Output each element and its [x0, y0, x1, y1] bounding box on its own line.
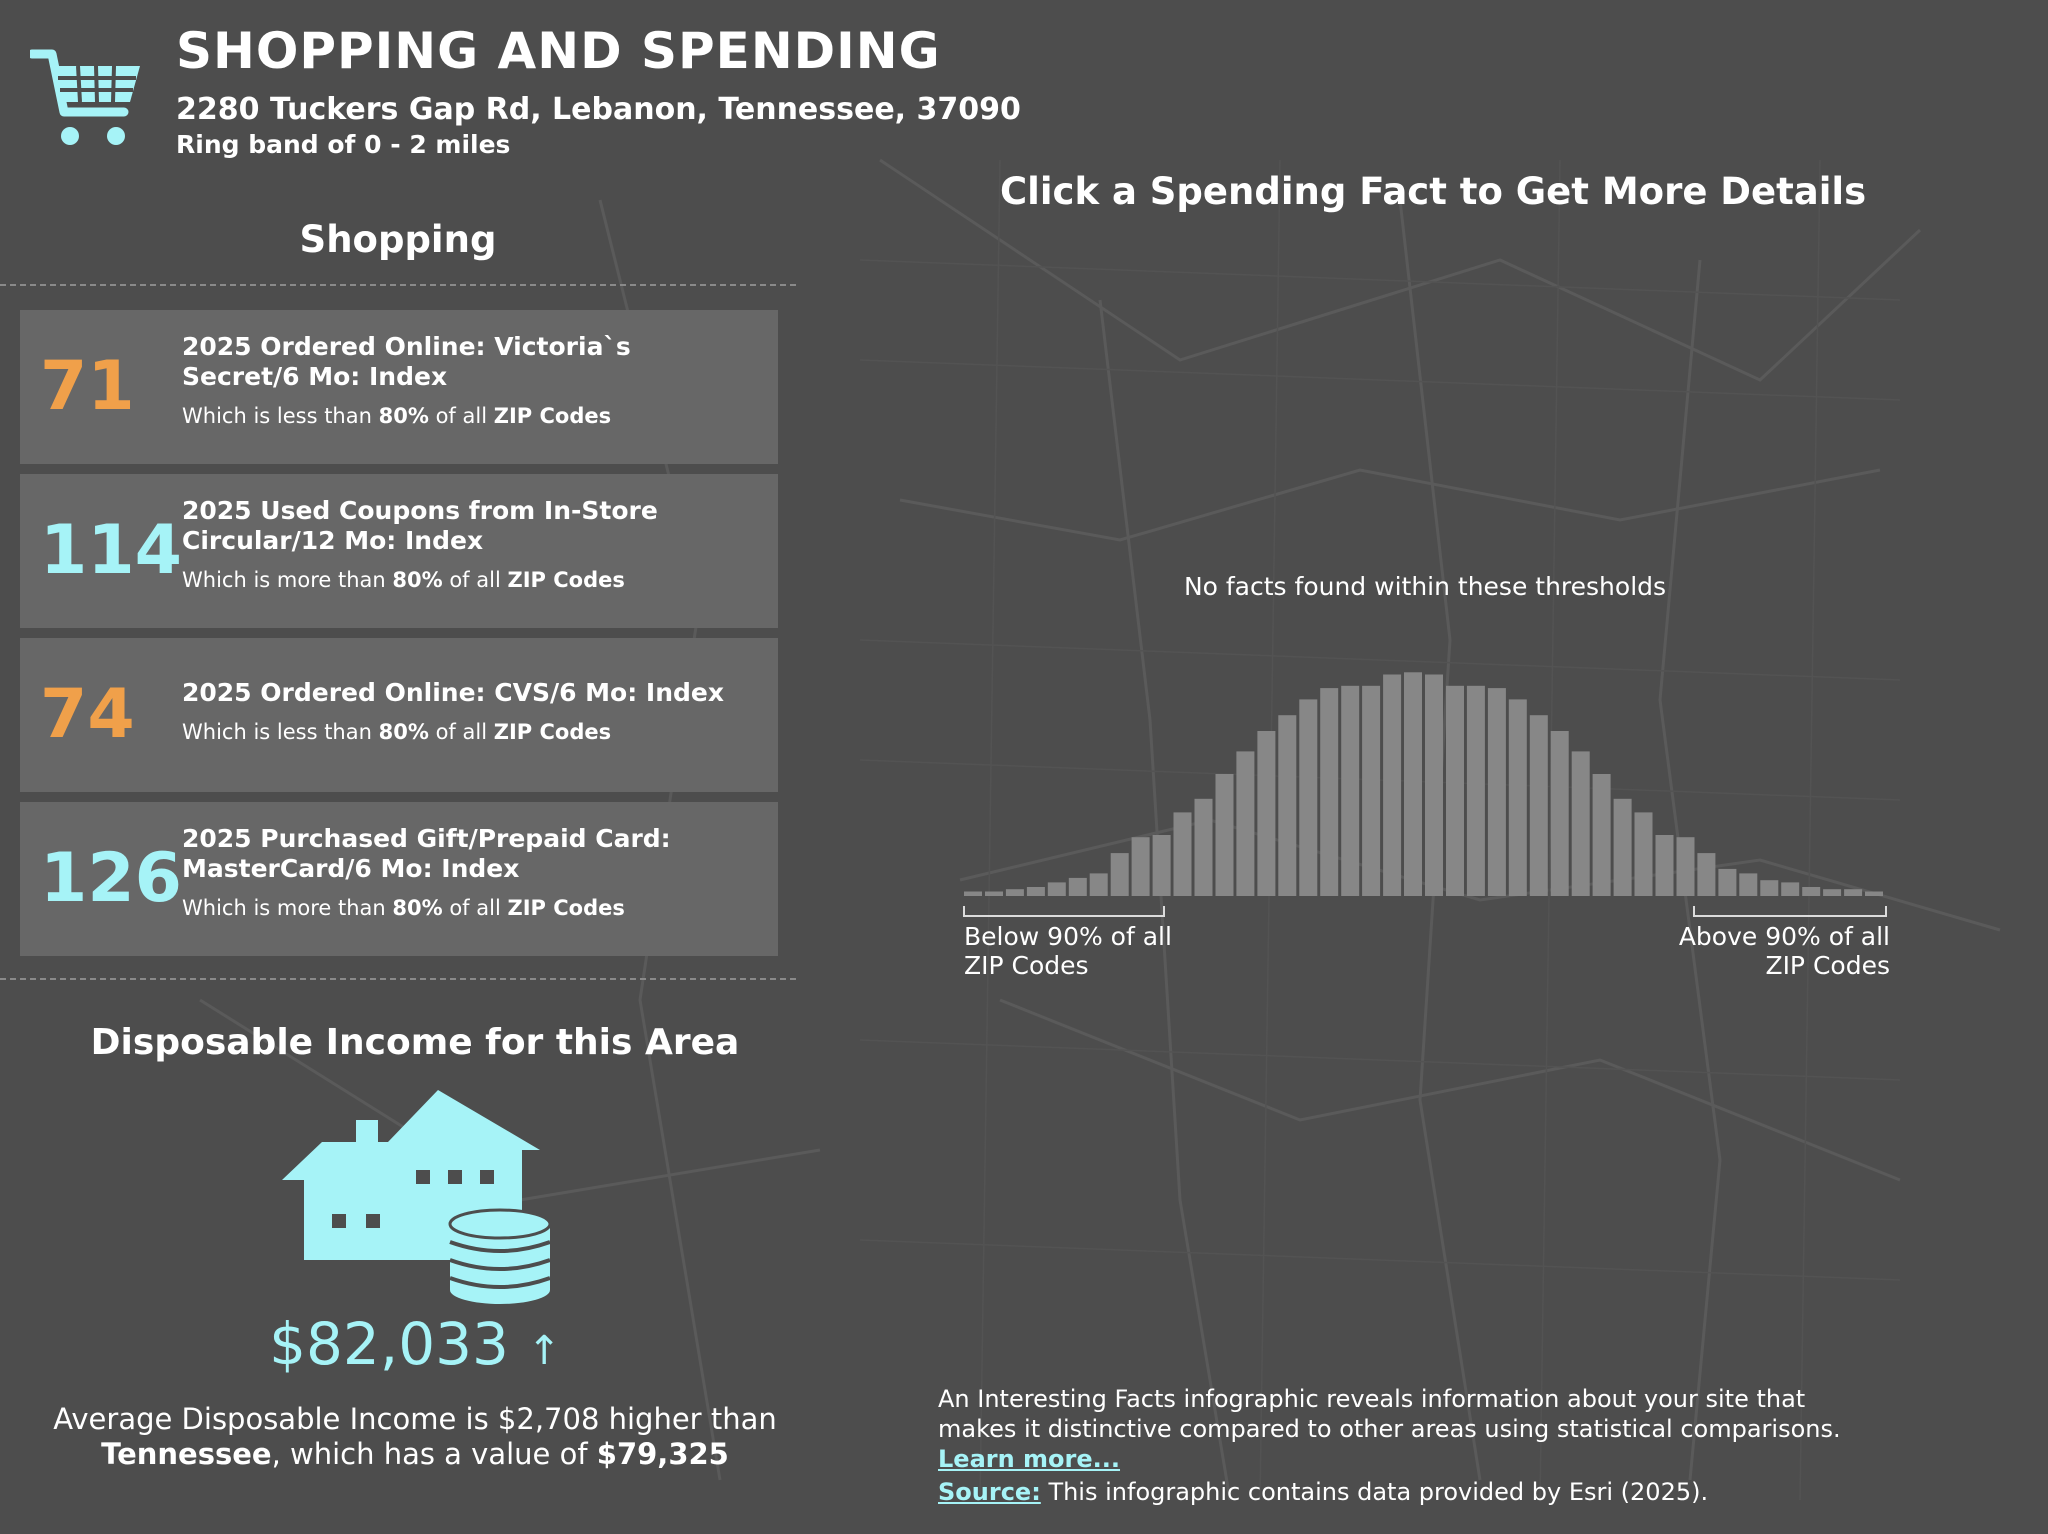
histogram-bar	[1278, 715, 1297, 896]
fact-value: 74	[40, 675, 135, 754]
fact-title: 2025 Ordered Online: CVS/6 Mo: Index	[182, 678, 725, 707]
fact-card[interactable]: 74 2025 Ordered Online: CVS/6 Mo: Index …	[20, 638, 778, 792]
histogram-bar	[1068, 877, 1087, 896]
histogram-bar	[964, 891, 982, 896]
fact-comparison: Which is more than 80% of all ZIP Codes	[182, 896, 625, 920]
histogram-bar	[1697, 853, 1716, 896]
histogram-bar	[1613, 798, 1632, 896]
up-arrow-icon: ↑	[527, 1328, 561, 1374]
above-threshold-label: Above 90% of all ZIP Codes	[1678, 922, 1890, 980]
fact-comparison: Which is more than 80% of all ZIP Codes	[182, 568, 625, 592]
histogram-bar	[1383, 674, 1402, 896]
threshold-bracket	[963, 906, 1165, 917]
histogram-bar	[1131, 837, 1150, 896]
histogram-bar	[1236, 751, 1255, 896]
histogram-bar	[1865, 891, 1883, 896]
histogram-bar	[1760, 880, 1779, 896]
histogram-bar	[1425, 674, 1443, 896]
fact-value: 71	[40, 347, 135, 426]
histogram-bar	[1194, 798, 1213, 896]
learn-more-link[interactable]: Learn more...	[938, 1445, 1121, 1473]
infographic-description: An Interesting Facts infographic reveals…	[938, 1385, 1841, 1473]
fact-value: 126	[40, 839, 182, 918]
histogram-bar	[1592, 774, 1611, 896]
histogram-bar	[1550, 731, 1569, 896]
site-address: 2280 Tuckers Gap Rd, Lebanon, Tennessee,…	[176, 92, 1021, 127]
fact-title: 2025 Purchased Gift/Prepaid Card: Master…	[182, 824, 671, 883]
histogram-bar	[1718, 868, 1737, 896]
histogram-bar	[1173, 812, 1192, 896]
fact-card[interactable]: 71 2025 Ordered Online: Victoria`s Secre…	[20, 310, 778, 464]
fact-card[interactable]: 126 2025 Purchased Gift/Prepaid Card: Ma…	[20, 802, 778, 956]
fact-title: 2025 Ordered Online: Victoria`s Secret/6…	[182, 332, 631, 391]
fact-card[interactable]: 114 2025 Used Coupons from In-Store Circ…	[20, 474, 778, 628]
histogram-bar	[1152, 835, 1171, 896]
fact-value: 114	[40, 511, 182, 590]
fact-comparison: Which is less than 80% of all ZIP Codes	[182, 720, 612, 744]
ring-band-label: Ring band of 0 - 2 miles	[176, 130, 511, 159]
histogram-bar	[1781, 882, 1800, 896]
income-value: $82,033 ↑	[269, 1310, 561, 1378]
histogram-bar	[1215, 774, 1234, 896]
income-heading: Disposable Income for this Area	[90, 1022, 740, 1063]
histogram-bar	[1739, 873, 1758, 896]
histogram-bar	[1026, 887, 1045, 896]
histogram-bar	[1823, 889, 1842, 896]
threshold-bracket	[1693, 906, 1887, 917]
histogram-bar	[1446, 685, 1464, 896]
histogram-bar	[1362, 685, 1381, 896]
histogram-bar	[1844, 889, 1863, 896]
histogram-bar	[1320, 688, 1339, 896]
distribution-histogram	[963, 672, 1887, 917]
no-facts-message: No facts found within these thresholds	[1183, 572, 1667, 601]
histogram-bar	[1634, 812, 1653, 896]
histogram-bar	[1341, 685, 1360, 896]
histogram-bar	[1571, 751, 1590, 896]
histogram-bar	[1404, 672, 1422, 896]
histogram-bar	[1529, 715, 1548, 896]
histogram-bar	[1110, 853, 1129, 896]
divider	[0, 284, 796, 286]
income-description: Average Disposable Income is $2,708 high…	[53, 1402, 777, 1471]
histogram-bar	[985, 891, 1003, 896]
histogram-bar	[1508, 699, 1527, 896]
source-note: Source: This infographic contains data p…	[938, 1478, 1709, 1506]
fact-title: 2025 Used Coupons from In-Store Circular…	[182, 496, 658, 555]
histogram-bar	[1676, 837, 1695, 896]
spending-heading: Click a Spending Fact to Get More Detail…	[1000, 170, 1867, 213]
house-with-coins-icon	[282, 1090, 550, 1304]
histogram-bar	[1655, 835, 1674, 896]
divider	[0, 978, 796, 980]
shopping-heading: Shopping	[299, 218, 497, 261]
histogram-bar	[1005, 889, 1024, 896]
histogram-bar	[1089, 873, 1108, 896]
below-threshold-label: Below 90% of all ZIP Codes	[964, 922, 1172, 980]
page-title: SHOPPING AND SPENDING	[176, 22, 941, 80]
histogram-bar	[1299, 699, 1318, 896]
histogram-bar	[1487, 688, 1506, 896]
histogram-bar	[1047, 882, 1066, 896]
histogram-bar	[1257, 731, 1276, 896]
source-link[interactable]: Source:	[938, 1478, 1041, 1506]
histogram-bar	[1802, 887, 1821, 896]
histogram-bar	[1466, 685, 1485, 896]
shopping-cart-icon	[30, 49, 140, 145]
fact-comparison: Which is less than 80% of all ZIP Codes	[182, 404, 612, 428]
